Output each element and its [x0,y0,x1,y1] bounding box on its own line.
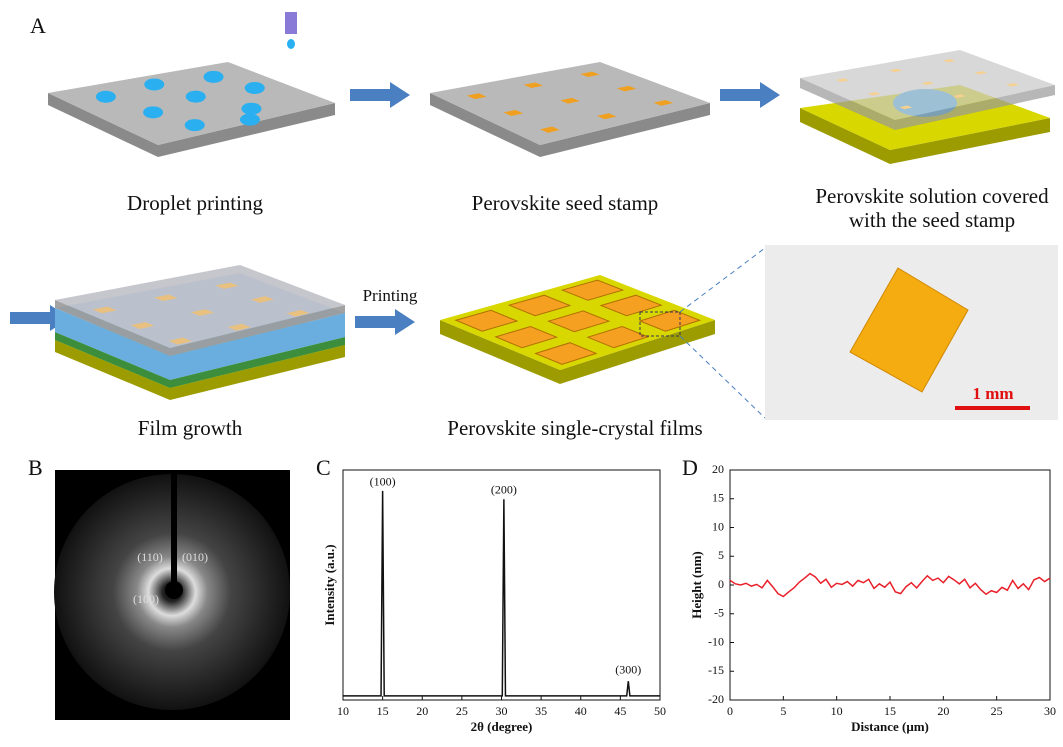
caption: with the seed stamp [849,208,1015,232]
panel-label: B [28,455,43,480]
y-tick-label: 0 [718,577,724,591]
x-tick-label: 20 [416,704,428,718]
x-tick-label: 30 [1044,704,1056,718]
x-tick-label: 20 [937,704,949,718]
slab-top [48,62,335,145]
data-line [730,574,1050,597]
x-axis-label: Distance (μm) [851,719,929,734]
x-tick-label: 25 [991,704,1003,718]
caption: Perovskite solution covered [815,184,1049,208]
panel-label: A [30,13,46,38]
zoom-line [680,336,765,418]
saed-label: (100) [133,592,159,606]
y-tick-label: 20 [712,462,724,476]
y-tick-label: -5 [714,606,724,620]
droplet [245,82,265,94]
saed-label: (010) [182,550,208,564]
saed-pattern [54,470,290,720]
nozzle [285,12,297,34]
y-tick-label: 5 [718,548,724,562]
arrow [350,82,410,108]
x-tick-label: 5 [780,704,786,718]
x-tick-label: 30 [496,704,508,718]
caption: Film growth [138,416,243,440]
figure: A B C D Droplet printing Perovskite seed… [0,0,1063,747]
droplet [204,71,224,83]
arrow [720,82,780,108]
x-tick-label: 0 [727,704,733,718]
arrow-label: Printing [363,286,418,305]
saed-label: (110) [137,550,163,564]
peak-label: (200) [491,483,517,497]
x-tick-label: 25 [456,704,468,718]
y-tick-label: 10 [712,519,724,533]
y-tick-label: -20 [708,692,724,706]
droplet [185,119,205,131]
panel-label: D [682,455,698,480]
caption: Droplet printing [127,191,263,215]
x-tick-label: 15 [884,704,896,718]
y-tick-label: 15 [712,491,724,505]
y-tick-label: -10 [708,634,724,648]
x-tick-label: 10 [831,704,843,718]
droplet [144,78,164,90]
droplet [143,106,163,118]
peak-label: (100) [370,474,396,488]
caption: Perovskite single-crystal films [447,416,702,440]
y-axis-label: Intensity (a.u.) [322,544,337,625]
x-tick-label: 35 [535,704,547,718]
x-tick-label: 45 [614,704,626,718]
data-line [343,491,660,696]
droplet [240,114,260,126]
plot-frame [343,470,660,700]
x-axis-label: 2θ (degree) [471,719,533,734]
droplet [186,91,206,103]
plot-frame [730,470,1050,700]
x-tick-label: 15 [377,704,389,718]
x-tick-label: 40 [575,704,587,718]
y-axis-label: Height (nm) [689,551,704,619]
peak-label: (300) [615,662,641,676]
arrow [355,309,415,335]
caption: Perovskite seed stamp [472,191,659,215]
y-tick-label: -15 [708,663,724,677]
x-tick-label: 50 [654,704,666,718]
droplet [241,103,261,115]
scale-bar-label: 1 mm [972,384,1013,403]
panel-label: C [316,455,331,480]
x-tick-label: 10 [337,704,349,718]
droplet [96,91,116,103]
zoom-line [680,248,765,312]
drop [287,39,295,49]
